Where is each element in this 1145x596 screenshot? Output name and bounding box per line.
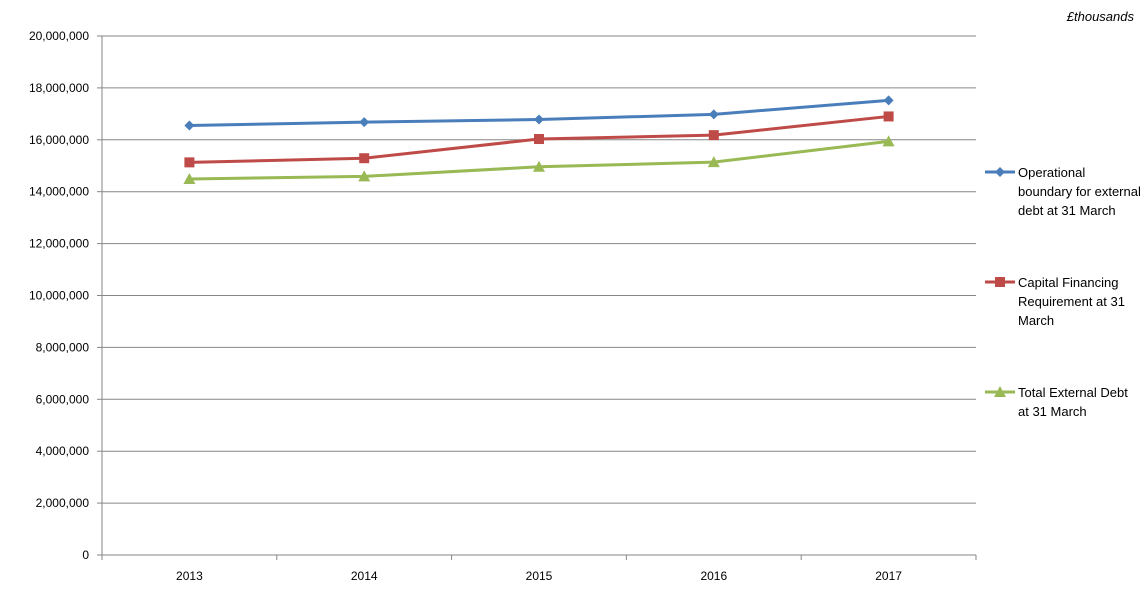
y-tick-label: 6,000,000: [36, 392, 90, 406]
triangle-marker: [533, 160, 545, 172]
square-marker: [184, 157, 195, 168]
legend-swatch-diamond-icon: [985, 167, 1015, 177]
triangle-marker: [183, 172, 196, 184]
y-tick-label: 14,000,000: [29, 185, 89, 199]
legend-triangle-marker: [994, 386, 1006, 397]
legend-square-marker: [995, 277, 1005, 287]
series-1: [184, 95, 894, 131]
gridlines: [102, 35, 976, 504]
diamond-marker: [534, 114, 544, 125]
y-tick-label: 20,000,000: [29, 29, 89, 43]
legend-swatch-triangle-icon: [985, 386, 1015, 397]
triangle-marker: [358, 170, 371, 182]
axes: 0 2,000,000 4,000,000 6,000,000 8,000,000 10,…: [29, 29, 977, 583]
legend-label: Total External Debt at 31 March: [1018, 385, 1128, 419]
y-tick-label: 8,000,000: [36, 340, 90, 354]
y-tick-label: 10,000,000: [29, 289, 89, 303]
legend-label: Capital Financing Requirement at 31 Marc…: [1018, 275, 1125, 328]
diamond-marker: [184, 120, 195, 131]
x-tick-label: 2015: [526, 569, 553, 583]
y-tick-label: 2,000,000: [36, 496, 90, 510]
square-marker: [883, 111, 894, 122]
series-2: [184, 111, 894, 168]
legend-diamond-marker: [995, 167, 1005, 177]
x-tick-label: 2017: [875, 569, 902, 583]
series-layer: [183, 95, 895, 184]
square-marker: [359, 153, 370, 164]
square-marker: [708, 130, 719, 141]
x-tick-label: 2013: [176, 569, 203, 583]
diamond-marker: [883, 95, 894, 106]
series-3: [183, 135, 895, 184]
x-tick-label: 2014: [351, 569, 378, 583]
y-tick-label: 18,000,000: [29, 81, 89, 95]
legend-swatch-square-icon: [985, 277, 1015, 287]
square-marker: [534, 134, 544, 145]
y-tick-label: 0: [82, 548, 89, 562]
triangle-marker: [882, 135, 895, 147]
y-tick-label: 16,000,000: [29, 133, 89, 147]
y-tick-label: 12,000,000: [29, 237, 89, 251]
y-tick-label: 4,000,000: [36, 444, 90, 458]
legend-label: Operational boundary for external debt a…: [1018, 165, 1141, 218]
diamond-marker: [708, 109, 719, 120]
diamond-marker: [359, 117, 370, 128]
unit-label: £thousands: [1066, 9, 1134, 24]
x-tick-label: 2016: [700, 569, 727, 583]
triangle-marker: [707, 156, 720, 168]
